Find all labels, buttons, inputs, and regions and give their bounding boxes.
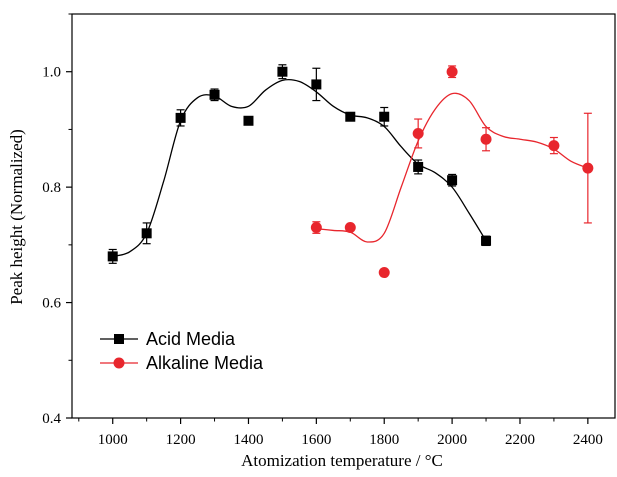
acid-point [413, 161, 424, 172]
acid-point [243, 115, 254, 126]
alkaline-point [446, 66, 458, 78]
alkaline-point [378, 267, 390, 279]
acid-point [107, 251, 118, 262]
acid-point [209, 89, 220, 100]
legend-label-alkaline: Alkaline Media [146, 353, 264, 373]
x-tick-label: 2000 [437, 432, 467, 448]
axes: 1000 1200 1400 1600 1800 2000 2200 2400 0.4 0.6 0.… [42, 13, 616, 448]
alkaline-curve [316, 92, 589, 243]
x-axis-title: Atomization temperature / °C [241, 451, 443, 470]
alkaline-point [480, 133, 492, 145]
error-bars [108, 64, 592, 277]
y-tick-label: 0.8 [42, 180, 61, 196]
x-tick-label: 1000 [98, 432, 128, 448]
acid-point [481, 235, 492, 246]
data-markers [107, 66, 594, 279]
x-tick-label: 2400 [573, 432, 603, 448]
y-tick-label: 0.6 [42, 296, 61, 312]
legend: Acid Media Alkaline Media [100, 329, 264, 373]
acid-point [141, 228, 152, 239]
y-tick-label: 1.0 [42, 65, 61, 81]
acid-curve [112, 78, 487, 258]
acid-point [447, 175, 458, 186]
y-axis-title: Peak height (Normalized) [7, 129, 26, 305]
x-tick-label: 1600 [301, 432, 331, 448]
alkaline-point [412, 127, 424, 139]
y-tick-label: 0.4 [42, 411, 61, 427]
x-tick-label: 1400 [233, 432, 263, 448]
alkaline-point [582, 162, 594, 174]
x-tick-label: 2200 [505, 432, 535, 448]
acid-point [379, 111, 390, 122]
legend-label-acid: Acid Media [146, 329, 236, 349]
x-tick-label: 1200 [166, 432, 196, 448]
alkaline-point [548, 140, 560, 152]
legend-marker-alkaline [113, 357, 125, 369]
acid-point [345, 111, 356, 122]
x-tick-label: 1800 [369, 432, 399, 448]
acid-point [311, 79, 322, 90]
alkaline-point [344, 222, 356, 234]
acid-point [277, 66, 288, 77]
alkaline-point [310, 222, 322, 234]
legend-marker-acid [114, 334, 124, 344]
acid-point [175, 112, 186, 123]
plot-frame [71, 13, 616, 419]
